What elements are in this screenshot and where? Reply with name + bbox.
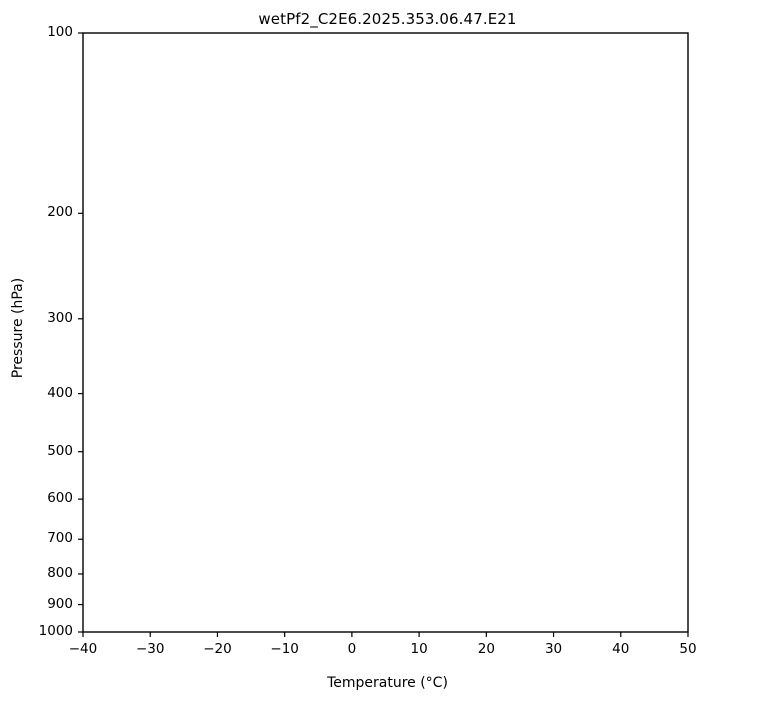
x-tick-label--10: −10 [255, 641, 315, 657]
y-tick-label-800: 800 [13, 565, 73, 581]
x-tick-label-10: 10 [389, 641, 449, 657]
y-tick-label-600: 600 [13, 490, 73, 506]
mixing-ratio-8 [696, 394, 775, 645]
x-tick-label-50: 50 [658, 641, 718, 657]
x-tick-label--20: −20 [187, 641, 247, 657]
y-tick-label-100: 100 [13, 24, 73, 40]
x-tick-label--30: −30 [120, 641, 180, 657]
x-tick-label-20: 20 [456, 641, 516, 657]
moist-adiabat-label-40: 40 [721, 572, 746, 596]
isotherm-50 [688, 33, 775, 632]
plot-background [83, 33, 688, 632]
x-tick-label-30: 30 [524, 641, 584, 657]
x-axis-title: Temperature (°C) [0, 675, 775, 691]
y-tick-label-900: 900 [13, 596, 73, 612]
mixing-ratio-16 [760, 394, 775, 645]
mixing-ratio-13 [740, 394, 775, 645]
y-tick-label-300: 300 [13, 310, 73, 326]
mixing-ratio-10 [716, 394, 775, 645]
x-tick-label--40: −40 [53, 641, 113, 657]
mixing-ratio-label-8: 8 [770, 435, 775, 454]
y-tick-label-500: 500 [13, 443, 73, 459]
y-tick-label-700: 700 [13, 530, 73, 546]
mixing-ratio-label-6: 6 [743, 435, 759, 454]
y-tick-label-400: 400 [13, 385, 73, 401]
y-tick-label-200: 200 [13, 204, 73, 220]
x-tick-label-0: 0 [322, 641, 382, 657]
y-tick-label-1000: 1000 [13, 623, 73, 639]
isotherm-60 [755, 33, 775, 632]
x-tick-label-40: 40 [591, 641, 651, 657]
mixing-ratio-label-4: 4 [708, 435, 724, 454]
isotherm--140 [0, 33, 10, 632]
